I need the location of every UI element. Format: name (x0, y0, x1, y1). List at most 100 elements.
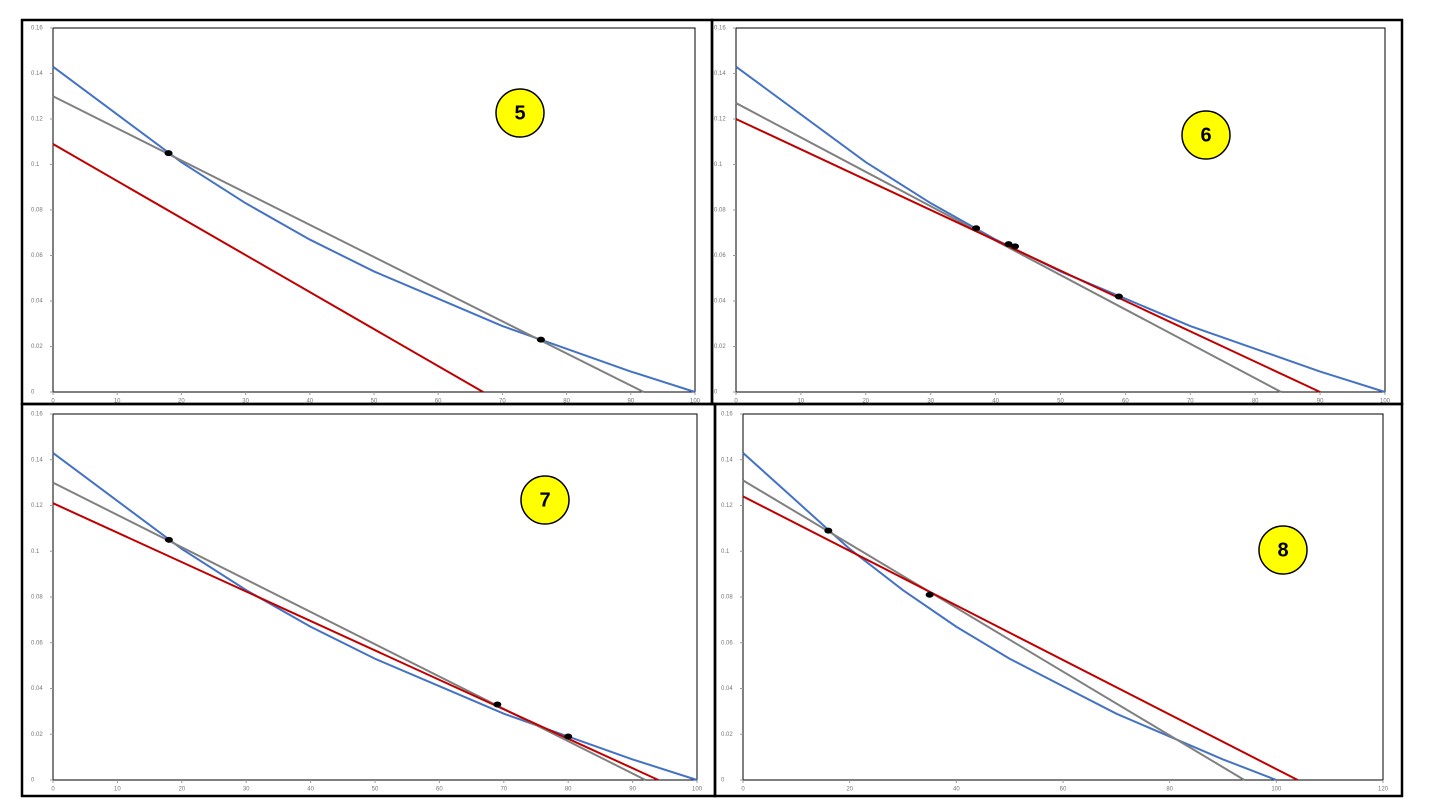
series-line (735, 118, 1321, 393)
intersection-point (164, 150, 173, 157)
x-tick-label: 120 (1378, 787, 1389, 793)
x-tick-label: 50 (1057, 399, 1064, 405)
y-tick-label: 0.06 (714, 253, 726, 259)
series-line (52, 452, 698, 781)
panel-frame (20, 402, 717, 798)
y-tick-label: 0.12 (714, 117, 726, 123)
x-tick-label: 80 (563, 399, 570, 405)
chart-panel: 0 20 40 60 80 100 120 0 0.02 0.04 0.06 0.08 0.1 0.12 0… (721, 412, 1389, 793)
series-line (52, 502, 659, 781)
series-line (735, 102, 1282, 393)
x-tick-label: 20 (178, 399, 185, 405)
plot-area (735, 27, 1386, 393)
y-tick-label: 0.14 (721, 457, 733, 463)
y-tick-label: 0.02 (721, 732, 733, 738)
y-tick-label: 0.06 (721, 640, 733, 646)
panel-badge (1181, 110, 1231, 160)
panel-badge (520, 475, 570, 525)
y-tick-label: 0.04 (714, 299, 726, 305)
x-tick-label: 90 (1317, 399, 1324, 405)
x-tick-label: 60 (1060, 787, 1067, 793)
panel-number: 7 (539, 489, 550, 511)
series-line (52, 481, 646, 781)
x-tick-label: 80 (565, 787, 572, 793)
y-tick-label: 0.08 (31, 595, 43, 601)
y-tick-label: 0.1 (714, 162, 723, 168)
x-tick-label: 50 (372, 787, 379, 793)
intersection-point (1011, 243, 1020, 250)
y-tick-label: 0.1 (31, 549, 40, 555)
y-tick-label: 0 (31, 390, 35, 396)
y-tick-label: 0.14 (714, 71, 726, 77)
intersection-point (1114, 293, 1123, 300)
panel-frame (20, 18, 714, 406)
panel-frame (713, 402, 1404, 798)
x-tick-label: 80 (1252, 399, 1259, 405)
x-tick-label: 90 (627, 399, 634, 405)
y-tick-label: 0.04 (31, 299, 43, 305)
intersection-point (564, 733, 573, 740)
x-tick-label: 30 (243, 787, 250, 793)
y-tick-label: 0.04 (721, 686, 733, 692)
y-tick-label: 0.14 (31, 71, 43, 77)
x-tick-label: 80 (1166, 787, 1173, 793)
y-tick-label: 0 (714, 390, 718, 396)
y-tick-label: 0.08 (31, 208, 43, 214)
y-tick-label: 0.14 (31, 457, 43, 463)
chart-panel: 0 10 20 30 40 50 60 70 80 90 100 0 0.02 0.04 0.06 0.08 0… (714, 26, 1391, 405)
x-tick-label: 70 (499, 399, 506, 405)
x-tick-label: 30 (242, 399, 249, 405)
x-tick-label: 100 (1271, 787, 1282, 793)
x-tick-label: 40 (306, 399, 313, 405)
y-tick-label: 0.02 (31, 344, 43, 350)
intersection-point (925, 591, 934, 598)
x-tick-label: 30 (927, 399, 934, 405)
intersection-point (972, 225, 981, 232)
y-tick-label: 0.08 (721, 595, 733, 601)
plot-area (742, 413, 1384, 781)
y-tick-label: 0.16 (31, 26, 43, 32)
y-tick-label: 0.04 (31, 686, 43, 692)
series-line (52, 143, 484, 393)
x-tick-label: 100 (692, 787, 703, 793)
intersection-point (536, 336, 545, 343)
x-tick-label: 90 (629, 787, 636, 793)
x-tick-label: 20 (862, 399, 869, 405)
y-tick-label: 0.12 (31, 117, 43, 123)
x-tick-label: 0 (741, 787, 745, 793)
chart-panel: 0 10 20 30 40 50 60 70 80 90 100 0 0.02 0.04 0.06 0.08 0… (31, 412, 703, 793)
x-tick-label: 60 (1122, 399, 1129, 405)
x-tick-label: 0 (51, 399, 55, 405)
panel-badge (495, 88, 545, 138)
y-tick-label: 0.16 (714, 26, 726, 32)
x-tick-label: 40 (953, 787, 960, 793)
x-tick-label: 40 (307, 787, 314, 793)
y-tick-label: 0.02 (714, 344, 726, 350)
y-tick-label: 0.06 (31, 253, 43, 259)
panel-number: 5 (514, 102, 525, 124)
y-tick-label: 0.12 (31, 503, 43, 509)
x-tick-label: 100 (690, 399, 701, 405)
y-tick-label: 0.12 (721, 503, 733, 509)
panel-number: 6 (1200, 124, 1211, 146)
x-tick-label: 0 (734, 399, 738, 405)
y-tick-label: 0 (31, 778, 35, 784)
y-tick-label: 0.1 (31, 162, 40, 168)
y-tick-label: 0.16 (721, 412, 733, 418)
series-line (742, 495, 1299, 781)
series-line (52, 65, 696, 393)
intersection-point (824, 527, 833, 534)
x-tick-label: 60 (435, 399, 442, 405)
intersection-point (1004, 241, 1013, 248)
panel-frame (710, 18, 1404, 406)
plot-area (52, 413, 698, 781)
x-tick-label: 70 (500, 787, 507, 793)
x-tick-label: 20 (178, 787, 185, 793)
x-tick-label: 10 (798, 399, 805, 405)
y-tick-label: 0.16 (31, 412, 43, 418)
series-line (52, 95, 645, 393)
series-line (742, 479, 1245, 781)
y-tick-label: 0.02 (31, 732, 43, 738)
plot-area (52, 27, 696, 393)
